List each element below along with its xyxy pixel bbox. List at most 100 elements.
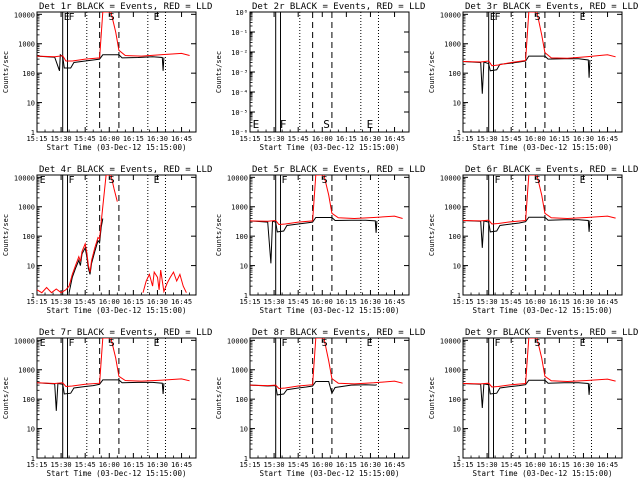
panel-4-xtick-label-3: 16:00 [99, 298, 120, 306]
panel-3-xtick-label-0: 15:15 [452, 135, 473, 143]
panel-5-title: Det 5r BLACK = Events, RED = LLD [252, 165, 425, 175]
panel-2-frame [249, 11, 410, 133]
panel-6-xtick-label-1: 15:30 [477, 298, 498, 306]
panel-3-letter-0: E [490, 12, 496, 23]
panel-5-ytick-label-3: 1000 [231, 204, 248, 212]
panel-8-ytick-label-0: 1 [244, 455, 248, 463]
panel-2-xlabel: Start Time (03-Dec-12 15:15:00) [260, 143, 400, 152]
panel-5-xtick-label-3: 16:00 [312, 298, 333, 306]
panel-7-ytick-label-3: 1000 [18, 367, 35, 375]
panel-9-xtick-label-3: 16:00 [525, 461, 546, 469]
panel-4-ytick-label-3: 1000 [18, 204, 35, 212]
panel-5-ytick-label-1: 10 [240, 263, 248, 271]
panel-7-ytick-label-4: 10000 [14, 337, 35, 345]
panel-4-ytick-label-1: 10 [27, 263, 35, 271]
panel-3-frame [462, 11, 623, 133]
panel-2-ytick-label-0: 10⁻⁶ [231, 129, 248, 137]
panel-5-xtick-label-0: 15:15 [239, 298, 260, 306]
panel-8-xtick-label-4: 16:15 [336, 461, 357, 469]
panel-6-letter-0: F [495, 175, 501, 186]
panel-9-ytick-label-0: 1 [457, 455, 461, 463]
panel-2: Det 2r BLACK = Events, RED = LLD 10⁻⁶ 10⁻⁵… [215, 2, 425, 152]
panel-7-ytick-label-0: 1 [31, 455, 35, 463]
panel-6-xlabel: Start Time (03-Dec-12 15:15:00) [473, 306, 613, 315]
panel-1-ytick-label-3: 1000 [18, 41, 35, 49]
panel-2-xtick-label-1: 15:30 [264, 135, 285, 143]
panel-9-ylabel: Counts/sec [428, 377, 436, 419]
panel-6-frame [462, 174, 623, 296]
panel-8-xtick-label-0: 15:15 [239, 461, 260, 469]
panel-5-series-0 [250, 217, 378, 264]
panel-6-xtick-label-3: 16:00 [525, 298, 546, 306]
panel-6-xtick-label-4: 16:15 [549, 298, 570, 306]
panel-9-letter-2: E [580, 338, 586, 349]
panel-9-letter-1: S [535, 338, 541, 349]
panel-4-ytick-label-4: 10000 [14, 174, 35, 182]
panel-9-series-0 [463, 379, 591, 409]
panel-6-ytick-label-0: 1 [457, 292, 461, 300]
panel-3-xtick-label-3: 16:00 [525, 135, 546, 143]
panel-1-ytick-label-4: 10000 [14, 11, 35, 19]
panel-2-xtick-label-0: 15:15 [239, 135, 260, 143]
panel-6-xtick-label-2: 15:45 [501, 298, 522, 306]
panel-2-xtick-label-3: 16:00 [312, 135, 333, 143]
panel-9-xlabel: Start Time (03-Dec-12 15:15:00) [473, 469, 613, 478]
panel-4-ytick-label-0: 1 [31, 292, 35, 300]
panel-8-ytick-label-4: 10000 [227, 337, 248, 345]
panel-4-series-1 [37, 175, 118, 294]
panel-6-title: Det 6r BLACK = Events, RED = LLD [465, 165, 638, 175]
panel-4-xtick-label-4: 16:15 [123, 298, 144, 306]
panel-1: Det 1r BLACK = Events, RED = LLD 1 10 100 10… [2, 2, 212, 152]
panel-6-ylabel: Counts/sec [428, 214, 436, 256]
panel-8-series-1 [250, 338, 403, 390]
panel-8-letter-1: S [322, 338, 328, 349]
panel-8-ytick-label-3: 1000 [231, 367, 248, 375]
panel-6-xtick-label-0: 15:15 [452, 298, 473, 306]
panel-8-xtick-label-3: 16:00 [312, 461, 333, 469]
panel-8-xtick-label-1: 15:30 [264, 461, 285, 469]
panel-9-ytick-label-3: 1000 [444, 367, 461, 375]
panel-3-xtick-label-6: 16:45 [597, 135, 618, 143]
panel-2-letter-3: E [367, 118, 374, 131]
panel-4-letter-2: S [109, 175, 115, 186]
panel-1-xtick-label-3: 16:00 [99, 135, 120, 143]
panel-7-ytick-label-1: 10 [27, 426, 35, 434]
panel-9-title: Det 9r BLACK = Events, RED = LLD [465, 328, 638, 338]
panel-2-letter-0: E [253, 118, 260, 131]
panel-3-title: Det 3r BLACK = Events, RED = LLD [465, 2, 638, 12]
panel-7-xtick-label-0: 15:15 [26, 461, 47, 469]
panel-3-letter-3: E [580, 12, 586, 23]
panel-5-xtick-label-1: 15:30 [264, 298, 285, 306]
panel-1-xtick-label-0: 15:15 [26, 135, 47, 143]
panel-4: Det 4r BLACK = Events, RED = LLD 1 10 100 10… [2, 165, 212, 315]
panel-4-title: Det 4r BLACK = Events, RED = LLD [39, 165, 212, 175]
panel-1-letter-0: E [64, 12, 70, 23]
panel-1-letter-3: E [154, 12, 160, 23]
panel-9: Det 9r BLACK = Events, RED = LLD 1 10 100 10… [428, 328, 638, 478]
panel-7-xtick-label-1: 15:30 [51, 461, 72, 469]
panel-5-xtick-label-6: 16:45 [384, 298, 405, 306]
panel-2-ytick-label-3: 10⁻³ [231, 69, 248, 77]
panel-6-xtick-label-6: 16:45 [597, 298, 618, 306]
panel-1-xtick-label-4: 16:15 [123, 135, 144, 143]
panel-7-letter-3: E [154, 338, 160, 349]
panel-5-letter-1: S [322, 175, 328, 186]
panel-3-series-1 [463, 12, 616, 67]
panel-8-xtick-label-5: 16:30 [360, 461, 381, 469]
panel-2-ytick-label-5: 10⁻¹ [231, 29, 248, 37]
panel-1-xtick-label-2: 15:45 [75, 135, 96, 143]
panel-6-ytick-label-4: 10000 [440, 174, 461, 182]
panel-2-xtick-label-4: 16:15 [336, 135, 357, 143]
panel-2-title: Det 2r BLACK = Events, RED = LLD [252, 2, 425, 12]
panel-3-ytick-label-1: 10 [453, 100, 461, 108]
panel-4-xlabel: Start Time (03-Dec-12 15:15:00) [47, 306, 187, 315]
panel-5-ylabel: Counts/sec [215, 214, 223, 256]
panel-7-title: Det 7r BLACK = Events, RED = LLD [39, 328, 212, 338]
panel-4-letter-0: E [40, 175, 46, 186]
panel-7: Det 7r BLACK = Events, RED = LLD 1 10 100 10… [2, 328, 212, 478]
panel-8-xtick-label-2: 15:45 [288, 461, 309, 469]
panel-6: Det 6r BLACK = Events, RED = LLD 1 10 100 10… [428, 165, 638, 315]
panel-4-ylabel: Counts/sec [2, 214, 10, 256]
panel-8-letter-2: E [367, 338, 373, 349]
